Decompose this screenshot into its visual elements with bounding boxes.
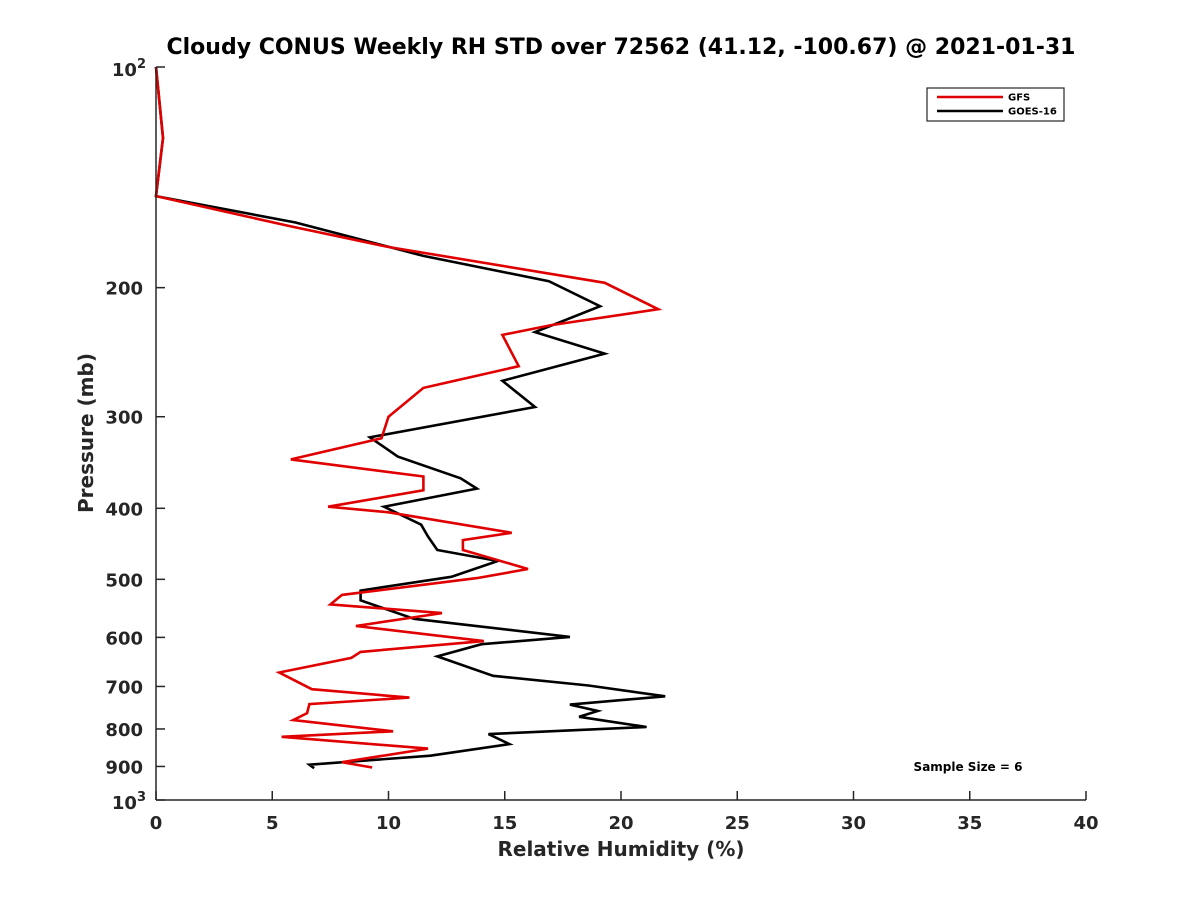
y-tick-label: 400 [105, 499, 143, 520]
x-axis-label: Relative Humidity (%) [497, 837, 744, 861]
legend-label: GFS [1008, 93, 1030, 104]
x-tick-label: 0 [150, 813, 163, 834]
x-tick-label: 40 [1073, 813, 1098, 834]
x-tick-label: 35 [957, 813, 982, 834]
x-tick-label: 5 [266, 813, 279, 834]
y-tick-label: 102 [112, 57, 146, 81]
y-tick-label: 103 [112, 790, 146, 814]
sample-size-annotation: Sample Size = 6 [914, 760, 1023, 774]
y-tick-label: 300 [105, 408, 143, 429]
legend-box [926, 87, 1065, 122]
x-tick-label: 20 [608, 813, 633, 834]
y-tick-label: 500 [105, 570, 143, 591]
x-tick-label: 15 [492, 813, 517, 834]
y-tick-label: 200 [105, 279, 143, 300]
x-axis-ticks: 0 5 10 15 20 25 30 35 40 [150, 791, 1099, 834]
x-tick-label: 10 [376, 813, 401, 834]
legend-label: GOES-16 [1008, 107, 1057, 118]
y-tick-label: 600 [105, 628, 143, 649]
legend: GFS GOES-16 [926, 87, 1065, 122]
series-layer [154, 66, 666, 770]
chart-title: Cloudy CONUS Weekly RH STD over 72562 (4… [167, 35, 1076, 60]
x-tick-label: 25 [725, 813, 750, 834]
y-axis-label: Pressure (mb) [74, 353, 98, 513]
y-tick-label: 900 [105, 757, 143, 778]
y-tick-label: 800 [105, 720, 143, 741]
y-tick-label: 700 [105, 677, 143, 698]
y-axis-ticks: 102 200 300 400 500 600 700 800 900 103 [105, 57, 165, 814]
x-tick-label: 30 [841, 813, 866, 834]
plot-area [156, 67, 1086, 800]
series-line-gfs [154, 66, 663, 769]
